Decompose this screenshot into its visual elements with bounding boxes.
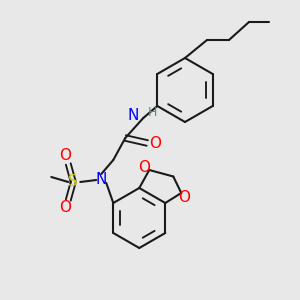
Text: O: O — [59, 200, 71, 215]
Text: O: O — [149, 136, 161, 151]
Text: O: O — [138, 160, 150, 175]
Text: N: N — [128, 109, 139, 124]
Text: N: N — [96, 172, 107, 188]
Text: O: O — [59, 148, 71, 164]
Text: S: S — [68, 175, 78, 190]
Text: O: O — [178, 190, 190, 205]
Text: H: H — [147, 106, 157, 119]
